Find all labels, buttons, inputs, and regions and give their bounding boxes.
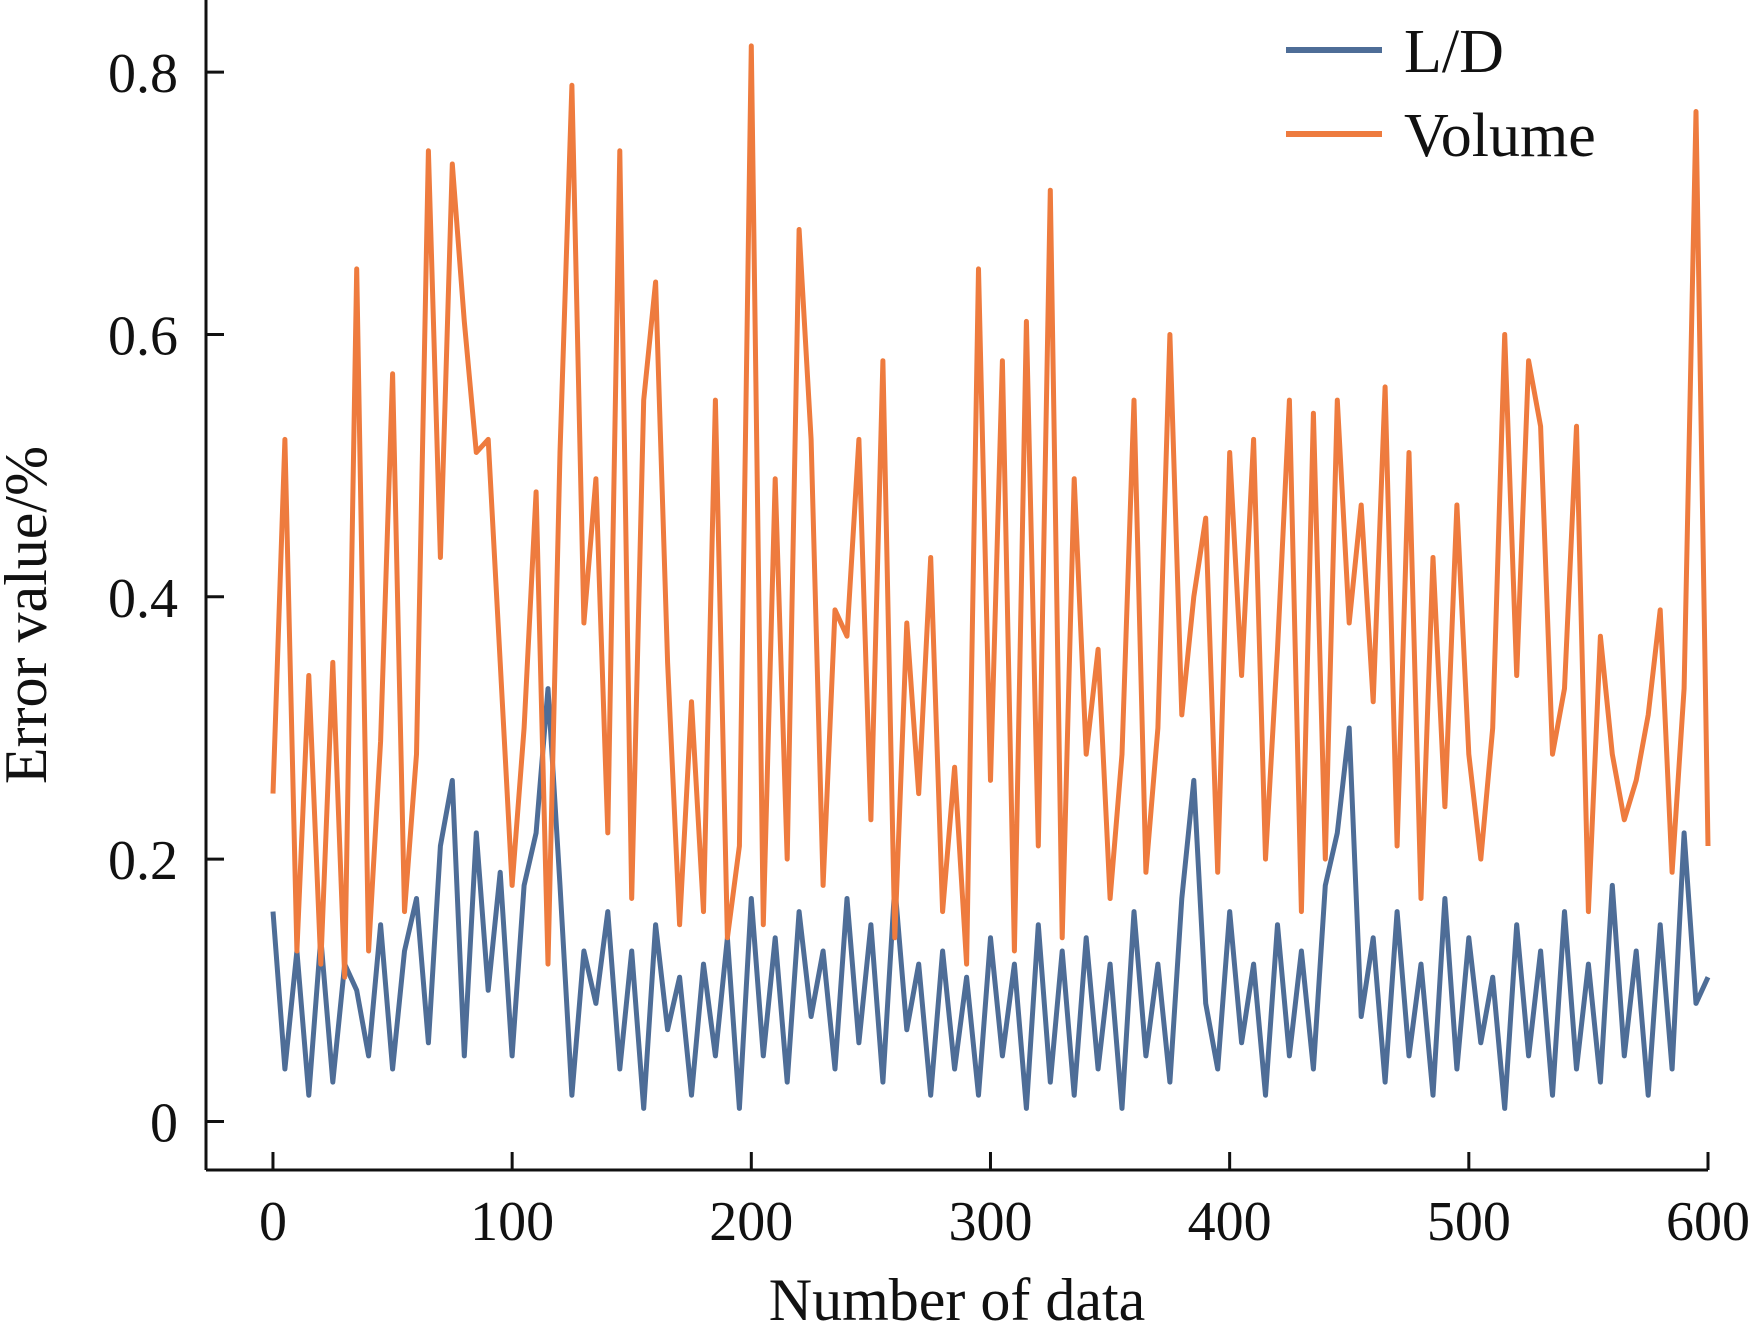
x-tick-label: 100	[470, 1191, 554, 1253]
ticks-layer: 0 100 200 300 400 500 600 0 0.2 0.4 0.6 0.8	[108, 43, 1750, 1253]
series-line-ld	[270, 686, 1711, 1111]
y-tick-label: 0.8	[108, 43, 178, 105]
x-tick-label: 500	[1427, 1191, 1511, 1253]
x-axis-title: Number of data	[769, 1267, 1146, 1333]
x-tick-label: 400	[1188, 1191, 1272, 1253]
y-axis-title: Error value/%	[0, 446, 59, 784]
x-tick-label: 600	[1666, 1191, 1750, 1253]
legend-label-ld: L/D	[1404, 18, 1504, 86]
y-tick-label: 0.2	[108, 830, 178, 892]
x-tick-label: 0	[259, 1191, 287, 1253]
y-tick-label: 0.4	[108, 568, 178, 630]
y-tick-label: 0.6	[108, 305, 178, 367]
y-tick-label: 0	[150, 1092, 178, 1154]
legend: L/D Volume	[1286, 18, 1596, 170]
axes-layer	[204, 0, 1708, 1172]
legend-label-volume: Volume	[1404, 102, 1596, 170]
series-layer	[270, 43, 1711, 1111]
series-line-volume	[270, 43, 1711, 980]
x-tick-label: 300	[948, 1191, 1032, 1253]
x-tick-label: 200	[709, 1191, 793, 1253]
